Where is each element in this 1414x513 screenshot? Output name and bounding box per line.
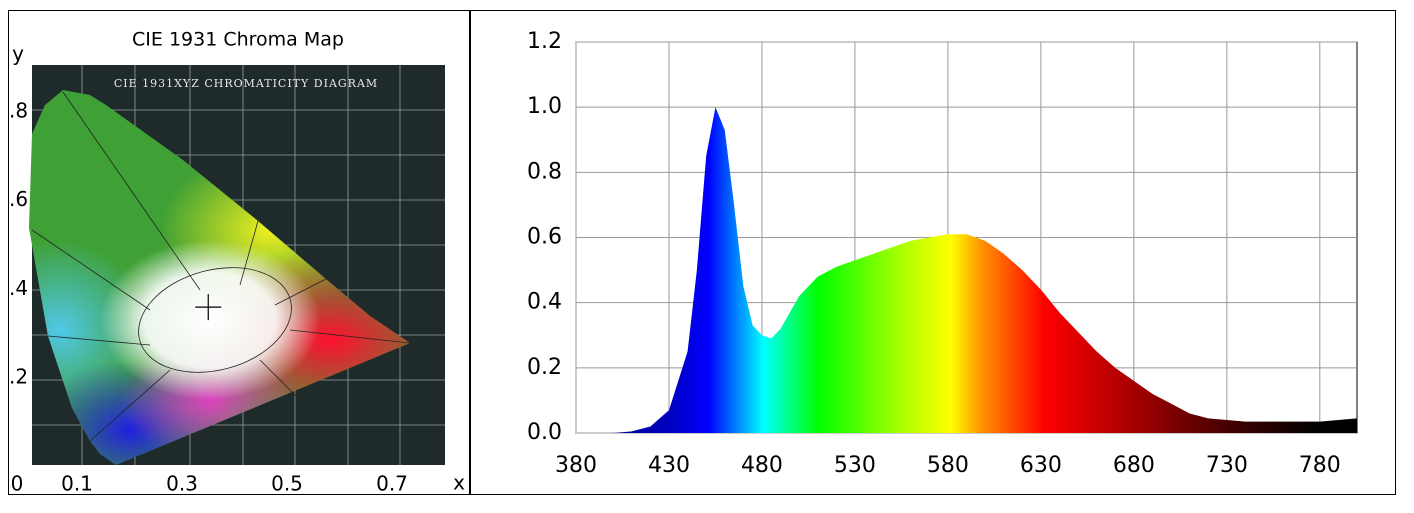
- y-tick-label: .2: [9, 365, 28, 389]
- x-tick-label: 0.5: [271, 472, 303, 496]
- x-tick-label: 430: [648, 453, 690, 478]
- x-tick-label: 0: [11, 472, 24, 496]
- y-tick-label: 0.0: [527, 420, 562, 445]
- x-tick-label: 380: [555, 453, 597, 478]
- y-tick-label: 1.2: [527, 29, 562, 54]
- y-tick-label: 0.6: [527, 225, 562, 250]
- spectrum-area: [576, 107, 1357, 434]
- x-tick-label: 530: [834, 453, 876, 478]
- y-axis-label: y: [12, 42, 24, 66]
- y-tick-label: 0.2: [527, 355, 562, 380]
- x-tick-label: 780: [1299, 453, 1341, 478]
- chroma-point: [195, 294, 222, 321]
- left-panel: [8, 10, 470, 495]
- image-title: CIE 1931XYZ CHROMATICITY DIAGRAM: [114, 77, 378, 90]
- y-tick-label: 1.0: [527, 94, 562, 119]
- chromaticity-image: CIE 1931XYZ CHROMATICITY DIAGRAM: [29, 65, 445, 465]
- y-tick-label: .8: [9, 98, 28, 122]
- y-tick-label: 0.8: [527, 159, 562, 184]
- x-tick-label: 730: [1206, 453, 1248, 478]
- y-tick-label: 0.4: [527, 290, 562, 315]
- x-tick-label: 0.3: [166, 472, 198, 496]
- x-tick-label: 0.7: [376, 472, 408, 496]
- x-tick-label: 680: [1113, 453, 1155, 478]
- x-tick-label: 630: [1020, 453, 1062, 478]
- x-tick-label: 480: [741, 453, 783, 478]
- chart-title: CIE 1931 Chroma Map: [132, 29, 344, 51]
- y-tick-label: .4: [9, 276, 28, 300]
- x-tick-label: 580: [927, 453, 969, 478]
- y-tick-label: .6: [9, 187, 28, 211]
- right-panel: [470, 10, 1396, 495]
- x-tick-label: 0.1: [61, 472, 93, 496]
- x-axis-label: x: [453, 471, 465, 495]
